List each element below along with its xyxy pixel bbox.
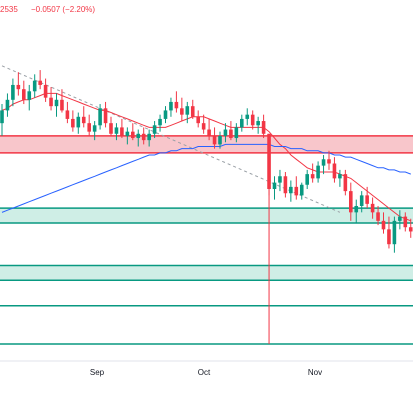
x-axis: Sep Oct Nov — [90, 368, 322, 377]
candle-body — [207, 129, 211, 136]
candle-body — [272, 182, 277, 189]
moving-average-line — [1, 143, 411, 213]
candle-body — [98, 108, 102, 126]
candle-body — [332, 163, 337, 179]
candle-body — [359, 195, 364, 206]
moving-average-line — [1, 92, 411, 222]
candle-body — [327, 159, 331, 164]
candle-body — [387, 229, 391, 245]
change-readout: −0.0507 (−2.20%) — [31, 5, 95, 14]
candle-body — [147, 133, 151, 141]
candle-body — [370, 203, 375, 213]
candle-body — [76, 116, 81, 128]
candle-body — [365, 195, 369, 204]
candle-body — [261, 121, 266, 134]
candle-body — [180, 108, 184, 115]
price-readout: 2535 — [0, 5, 18, 14]
candle-body — [163, 110, 168, 119]
candle-body — [321, 159, 326, 166]
candle-body — [398, 216, 402, 221]
candle-body — [60, 99, 64, 111]
candle-body — [250, 114, 255, 126]
lower-support-zone — [0, 265, 413, 281]
candle-body — [310, 174, 315, 179]
candle-body — [158, 118, 162, 126]
candle-body — [316, 165, 320, 179]
candle-body — [343, 174, 348, 192]
candle-body — [136, 133, 141, 139]
candle-body — [54, 99, 59, 107]
candle-body — [354, 205, 359, 213]
candle-body — [256, 121, 260, 126]
candle-body — [131, 131, 135, 139]
candle-body — [27, 91, 32, 100]
candle-body — [38, 80, 42, 85]
x-tick-label: Nov — [308, 368, 322, 377]
candle-body — [32, 80, 37, 92]
candle-body — [152, 125, 157, 134]
resistance-zone — [0, 135, 413, 153]
candle-body — [283, 176, 288, 194]
candle-body — [349, 191, 353, 213]
candle-body — [71, 118, 75, 128]
candle-body — [294, 186, 299, 196]
candle-body — [114, 127, 119, 134]
candle-body — [16, 84, 21, 90]
candle-body — [218, 135, 222, 145]
candle-body — [141, 133, 146, 141]
candle-body — [223, 129, 228, 136]
candle-body — [299, 184, 304, 196]
candle-body — [376, 212, 380, 221]
x-tick-label: Sep — [90, 368, 105, 377]
candle-body — [185, 106, 190, 115]
candle-body — [49, 97, 53, 107]
candle-body — [229, 129, 233, 139]
candle-body — [408, 227, 413, 232]
candle-body — [125, 131, 130, 136]
candle-body — [103, 108, 108, 124]
candle-body — [212, 135, 217, 145]
candle-body — [0, 110, 4, 124]
support-zone — [0, 208, 413, 223]
candle-body — [392, 220, 397, 245]
candle-body — [169, 101, 173, 111]
candle-body — [22, 89, 26, 100]
candle-body — [196, 116, 200, 124]
candle-body — [305, 174, 309, 185]
trendline — [1, 65, 341, 213]
candles-layer — [0, 70, 413, 253]
moving-averages-layer — [1, 92, 411, 222]
candle-body — [245, 114, 250, 119]
candle-body — [5, 99, 10, 111]
candle-body — [11, 84, 15, 100]
candle-body — [174, 101, 179, 109]
candle-body — [43, 84, 48, 98]
candle-body — [87, 123, 91, 132]
candle-body — [190, 106, 195, 117]
candle-body — [403, 216, 408, 228]
x-tick-label: Oct — [198, 368, 211, 377]
candle-body — [92, 125, 97, 132]
candle-body — [289, 186, 293, 194]
candle-body — [278, 176, 282, 183]
candle-body — [65, 110, 70, 119]
candle-body — [120, 127, 124, 136]
candle-body — [109, 123, 113, 134]
candle-body — [81, 116, 86, 124]
candle-body — [234, 127, 239, 139]
candle-body — [240, 118, 244, 128]
candle-body — [201, 123, 206, 130]
candle-body — [381, 220, 386, 230]
candle-body — [338, 174, 342, 179]
zones-layer — [0, 135, 413, 282]
candle-body — [267, 133, 271, 189]
